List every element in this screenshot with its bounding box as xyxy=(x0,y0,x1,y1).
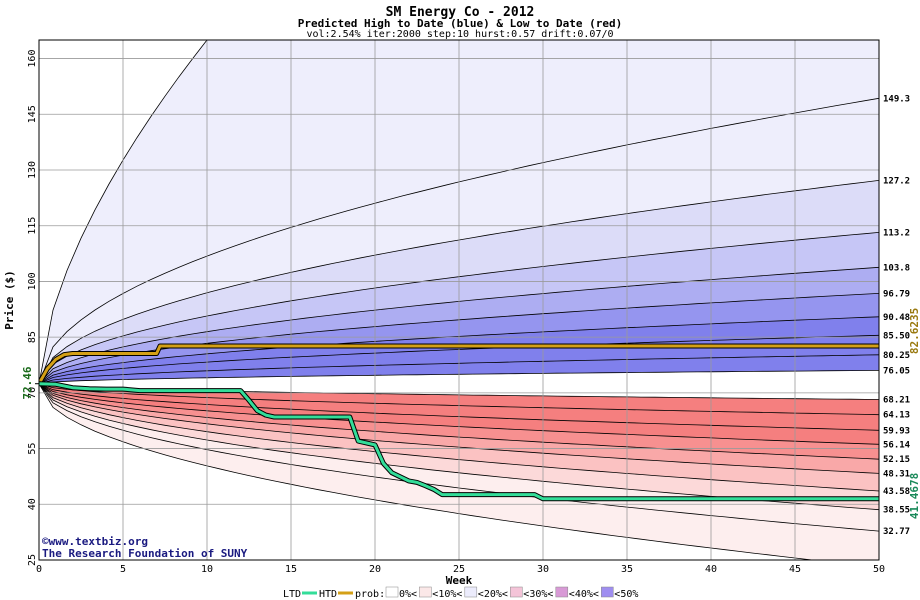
low-quantile-label-6: 43.58 xyxy=(883,487,910,497)
low-band-6 xyxy=(39,383,879,445)
x-tick-25: 25 xyxy=(453,564,465,575)
legend-swatch-5 xyxy=(601,586,614,598)
credit-url: ©www.textbiz.org xyxy=(42,535,148,548)
legend: LTD HTD prob: 0%< <10%< <20%< <30%< <40%< <50… xyxy=(283,586,638,600)
high-quantile-label-2: 85.50 xyxy=(883,331,910,341)
legend-item-4: <40%< xyxy=(569,589,599,600)
y-tick-40: 40 xyxy=(27,498,38,510)
high-quantile-label-4: 96.79 xyxy=(883,289,910,299)
legend-ltd-label: LTD xyxy=(283,589,301,600)
simulation-parameters: vol:2.54% iter:2000 step:10 hurst:0.57 d… xyxy=(306,29,613,40)
htd-line xyxy=(39,344,879,385)
x-tick-30: 30 xyxy=(537,564,549,575)
low-quantile-label-2: 59.93 xyxy=(883,426,910,436)
legend-swatch-4 xyxy=(555,586,569,598)
low-quantile-label-4: 52.15 xyxy=(883,455,910,465)
x-axis-label: Week xyxy=(446,574,473,587)
high-quantile-label-1: 80.25 xyxy=(883,351,910,361)
legend-prob-label: prob: xyxy=(355,589,385,600)
chart-subtitle: Predicted High to Date (blue) & Low to D… xyxy=(298,17,623,30)
high-quantile-label-5: 103.8 xyxy=(883,263,910,273)
legend-item-5: <50% xyxy=(614,589,638,600)
low-quantile-label-3: 56.14 xyxy=(883,440,911,450)
high-quantile-label-7: 127.2 xyxy=(883,176,910,186)
low-band-2 xyxy=(39,383,879,510)
htd-final-label: 82.6235 xyxy=(908,308,920,354)
high-band-6 xyxy=(39,316,879,384)
y-tick-55: 55 xyxy=(27,443,38,455)
plot-frame xyxy=(38,39,880,561)
low-quantile-label-7: 38.55 xyxy=(883,506,910,516)
x-tick-50: 50 xyxy=(873,564,885,575)
legend-swatch-1 xyxy=(419,586,432,598)
high-quantile-label-6: 113.2 xyxy=(883,228,910,238)
start-price-label: 72.46 xyxy=(21,366,34,399)
y-tick-130: 130 xyxy=(27,161,38,179)
high-quantile-label-3: 90.48 xyxy=(883,313,910,323)
y-tick-85: 85 xyxy=(27,331,38,343)
high-band-2 xyxy=(39,180,879,384)
x-tick-10: 10 xyxy=(201,564,213,575)
quantile-labels: 76.05 80.25 85.50 90.48 96.79 103.8 113.2 127.2… xyxy=(883,94,911,537)
low-quantile-label-5: 48.31 xyxy=(883,469,910,479)
credit-org: The Research Foundation of SUNY xyxy=(42,547,248,560)
series-lines xyxy=(39,343,879,502)
y-tick-145: 145 xyxy=(27,105,38,123)
ltd-final-label: 41.4678 xyxy=(908,473,920,519)
high-band-3 xyxy=(39,232,879,384)
y-axis-ticks: 25 40 55 70 85 100 115 130 145 160 xyxy=(27,50,39,566)
x-tick-5: 5 xyxy=(120,564,126,575)
legend-item-1: <10%< xyxy=(432,589,462,600)
low-band-5 xyxy=(39,383,879,460)
legend-item-2: <20%< xyxy=(478,589,508,600)
low-band-3 xyxy=(39,383,879,491)
y-tick-160: 160 xyxy=(27,50,38,68)
high-quantile-label-0: 76.05 xyxy=(883,366,910,376)
x-tick-35: 35 xyxy=(621,564,633,575)
y-axis-label: Price ($) xyxy=(3,270,16,330)
legend-swatch-2 xyxy=(464,586,478,598)
legend-swatch-0 xyxy=(385,586,399,598)
high-band-0 xyxy=(39,40,879,384)
low-band-0 xyxy=(39,383,879,560)
low-band-4 xyxy=(39,383,879,474)
y-tick-25: 25 xyxy=(27,554,38,566)
low-band-1 xyxy=(39,383,879,532)
legend-item-3: <30%< xyxy=(523,589,553,600)
y-tick-70: 70 xyxy=(27,387,38,399)
high-band-4 xyxy=(39,267,879,384)
x-axis-ticks: 0 5 10 15 20 25 30 35 40 45 50 xyxy=(36,564,885,575)
x-tick-20: 20 xyxy=(369,564,381,575)
x-tick-45: 45 xyxy=(789,564,801,575)
chart-title: SM Energy Co - 2012 xyxy=(386,5,535,20)
high-band-5 xyxy=(39,293,879,384)
legend-htd-label: HTD xyxy=(319,589,337,600)
high-quantile-label-8: 149.3 xyxy=(883,94,910,104)
ltd-line xyxy=(39,382,879,501)
y-tick-100: 100 xyxy=(27,272,38,290)
low-quantile-label-0: 68.21 xyxy=(883,396,910,406)
x-tick-40: 40 xyxy=(705,564,717,575)
legend-item-0: 0%< xyxy=(399,589,417,600)
x-tick-15: 15 xyxy=(285,564,297,575)
y-tick-115: 115 xyxy=(27,217,38,235)
quantile-line-0 xyxy=(39,40,208,384)
x-tick-0: 0 xyxy=(36,564,42,575)
legend-swatch-3 xyxy=(510,586,523,598)
low-quantile-label-8: 32.77 xyxy=(883,527,910,537)
low-quantile-label-1: 64.13 xyxy=(883,411,910,421)
